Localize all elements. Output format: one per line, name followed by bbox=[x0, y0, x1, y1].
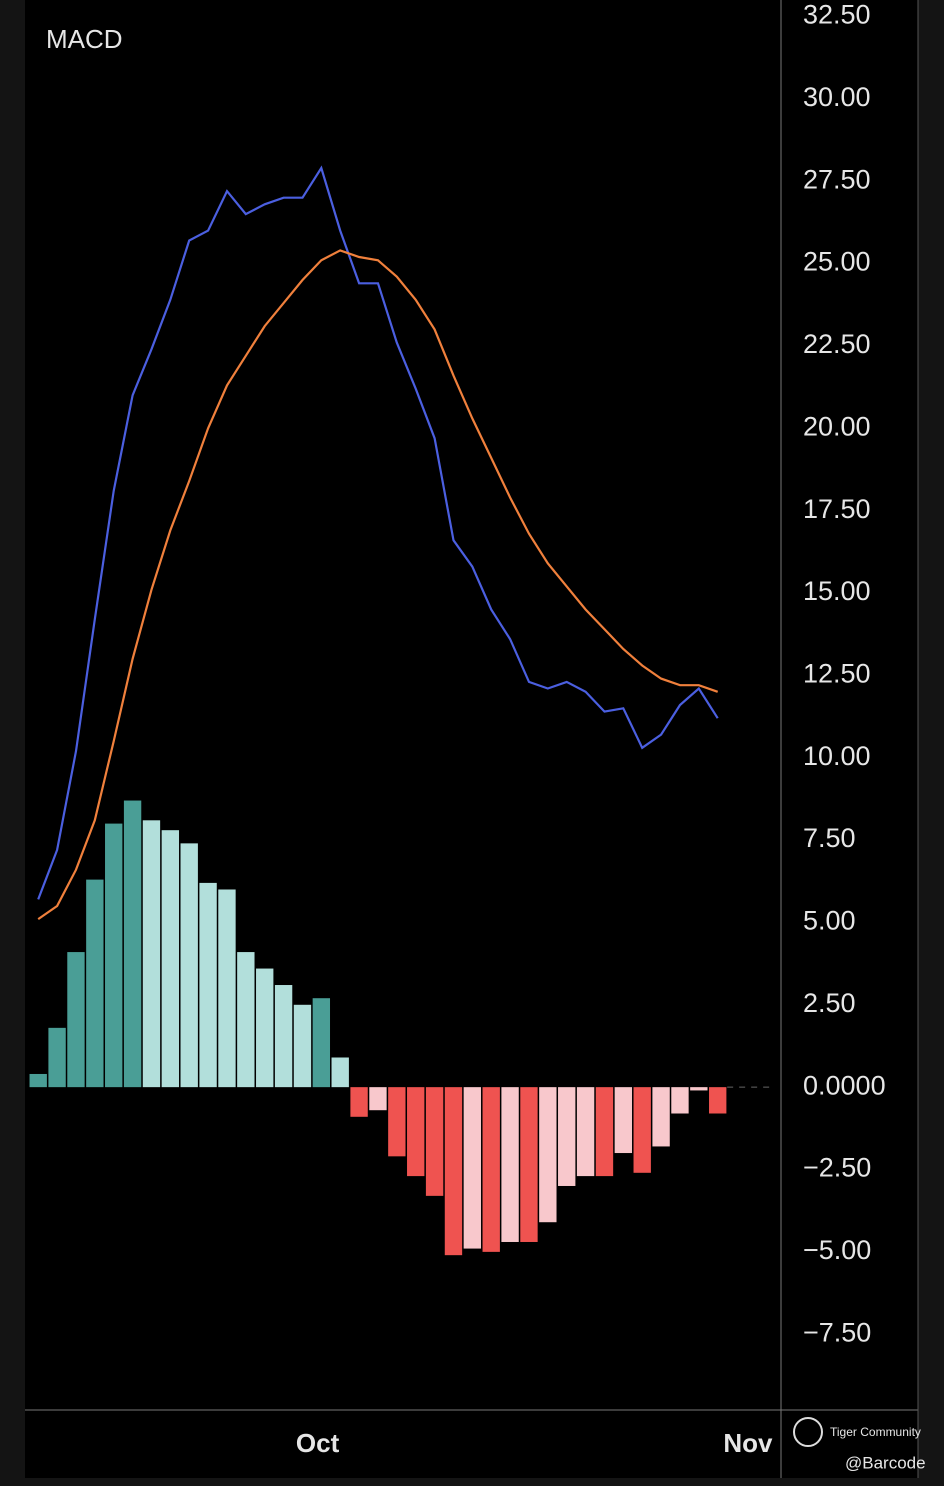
histogram-bar bbox=[123, 800, 142, 1088]
y-tick-label: 20.00 bbox=[803, 411, 871, 441]
y-tick-label: 27.50 bbox=[803, 164, 871, 194]
histogram-bar bbox=[690, 1087, 708, 1091]
y-tick-label: 17.50 bbox=[803, 494, 871, 524]
y-tick-label: 0.0000 bbox=[803, 1070, 886, 1100]
histogram-bar bbox=[48, 1027, 66, 1088]
watermark-user: @Barcode bbox=[845, 1453, 926, 1472]
histogram-bar bbox=[237, 952, 255, 1088]
x-tick-label: Oct bbox=[296, 1428, 340, 1458]
y-tick-label: −2.50 bbox=[803, 1153, 871, 1183]
histogram-bar bbox=[218, 889, 236, 1088]
histogram-bar bbox=[369, 1087, 387, 1111]
y-tick-label: 2.50 bbox=[803, 988, 856, 1018]
histogram-bar bbox=[709, 1087, 727, 1114]
y-tick-label: 7.50 bbox=[803, 823, 856, 853]
histogram-bar bbox=[256, 968, 274, 1088]
histogram-bar bbox=[595, 1087, 614, 1177]
histogram-bar bbox=[463, 1087, 482, 1249]
watermark-brand: Tiger Community bbox=[830, 1425, 921, 1439]
y-tick-label: 15.00 bbox=[803, 576, 871, 606]
histogram-bar bbox=[86, 879, 104, 1088]
line-series bbox=[37, 165, 719, 900]
histogram-bar bbox=[425, 1087, 444, 1196]
histogram-bar bbox=[558, 1087, 576, 1186]
histogram-bar bbox=[482, 1087, 500, 1252]
histogram-bar bbox=[161, 830, 180, 1088]
histogram-bar bbox=[388, 1087, 406, 1157]
chart-title: MACD bbox=[46, 24, 123, 54]
histogram-bar bbox=[576, 1087, 595, 1177]
chart-background bbox=[25, 0, 918, 1478]
y-tick-label: −7.50 bbox=[803, 1317, 871, 1347]
y-tick-label: 25.00 bbox=[803, 247, 871, 277]
histogram-bar bbox=[142, 820, 161, 1088]
histogram-bar bbox=[652, 1087, 670, 1147]
histogram-bar bbox=[274, 985, 293, 1088]
histogram-bar bbox=[633, 1087, 651, 1173]
y-tick-label: 32.50 bbox=[803, 0, 871, 30]
histogram-bar bbox=[199, 882, 217, 1088]
x-tick-label: Nov bbox=[723, 1428, 773, 1458]
histogram-bar bbox=[539, 1087, 557, 1223]
histogram-bar bbox=[407, 1087, 425, 1177]
y-tick-label: 5.00 bbox=[803, 906, 856, 936]
line-series bbox=[37, 249, 719, 921]
histogram-bar bbox=[501, 1087, 519, 1242]
y-tick-label: 30.00 bbox=[803, 82, 871, 112]
histogram-bar bbox=[293, 1004, 312, 1088]
y-tick-label: −5.00 bbox=[803, 1235, 871, 1265]
histogram-bar bbox=[67, 952, 85, 1088]
histogram-bar bbox=[29, 1073, 47, 1088]
y-tick-label: 12.50 bbox=[803, 658, 871, 688]
histogram-bar bbox=[105, 823, 123, 1088]
y-tick-label: 22.50 bbox=[803, 329, 871, 359]
histogram-bar bbox=[444, 1087, 463, 1256]
histogram-bar bbox=[614, 1087, 633, 1154]
histogram-bar bbox=[180, 843, 198, 1088]
logo bbox=[793, 1417, 823, 1447]
y-tick-label: 10.00 bbox=[803, 741, 871, 771]
histogram-bar bbox=[312, 998, 331, 1088]
histogram-bar bbox=[350, 1087, 368, 1117]
histogram-bar bbox=[520, 1087, 538, 1242]
histogram-bar bbox=[671, 1087, 689, 1114]
histogram-bar bbox=[331, 1057, 349, 1088]
